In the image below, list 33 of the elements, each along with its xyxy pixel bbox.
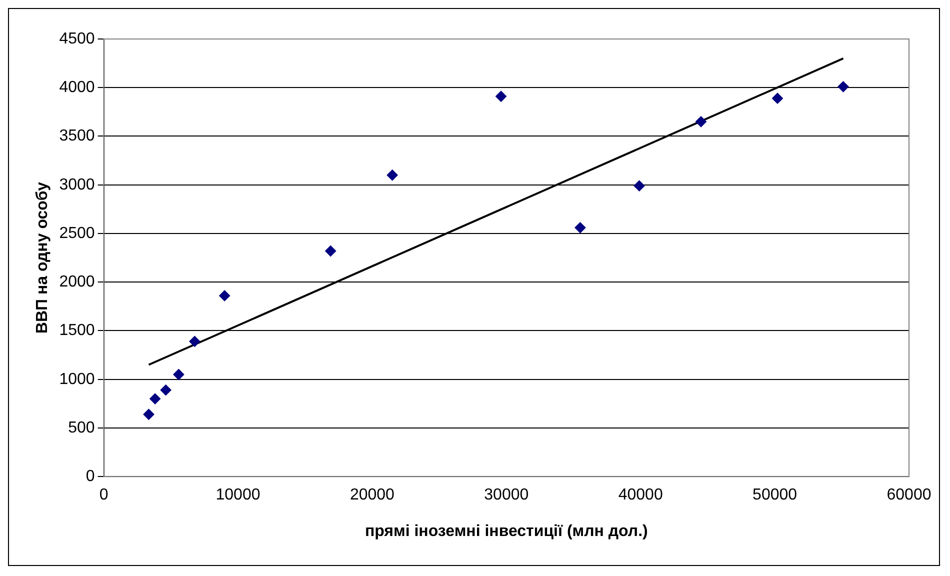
point — [386, 170, 398, 181]
point — [695, 116, 706, 128]
point — [173, 368, 184, 380]
x-tick-label: 0 — [99, 486, 108, 504]
point — [150, 393, 161, 404]
y-tick-label: 3000 — [59, 176, 95, 194]
x-tick-label: 50000 — [752, 486, 798, 504]
x-tick-label: 30000 — [484, 486, 529, 504]
y-tick-label: 0 — [86, 468, 95, 486]
x-tick-label: 10000 — [216, 486, 260, 504]
x-tick-label: 40000 — [618, 486, 663, 504]
y-tick-label: 2000 — [59, 274, 95, 291]
y-tick-label: 3500 — [59, 128, 95, 145]
x-tick-label: 60000 — [886, 486, 932, 504]
x-tick-label: 20000 — [350, 486, 395, 504]
point — [325, 245, 336, 256]
y-tick-label: 1000 — [59, 370, 95, 388]
point — [574, 222, 586, 234]
y-tick-label: 4000 — [59, 79, 95, 96]
point — [219, 290, 230, 302]
point — [772, 92, 783, 104]
y-tick-label: 4500 — [59, 30, 95, 48]
point — [496, 90, 507, 102]
point — [143, 408, 154, 420]
y-tick-label: 2500 — [59, 224, 95, 242]
y-axis-title: ВВП на одну особу — [34, 182, 52, 334]
point — [189, 336, 200, 347]
y-tick-label: 1500 — [59, 322, 95, 340]
x-axis-title: прямі іноземні інвестиції (млн дол.) — [364, 522, 648, 540]
y-tick-label: 500 — [68, 419, 95, 436]
point — [838, 81, 849, 92]
point — [160, 384, 172, 396]
point — [634, 180, 645, 192]
